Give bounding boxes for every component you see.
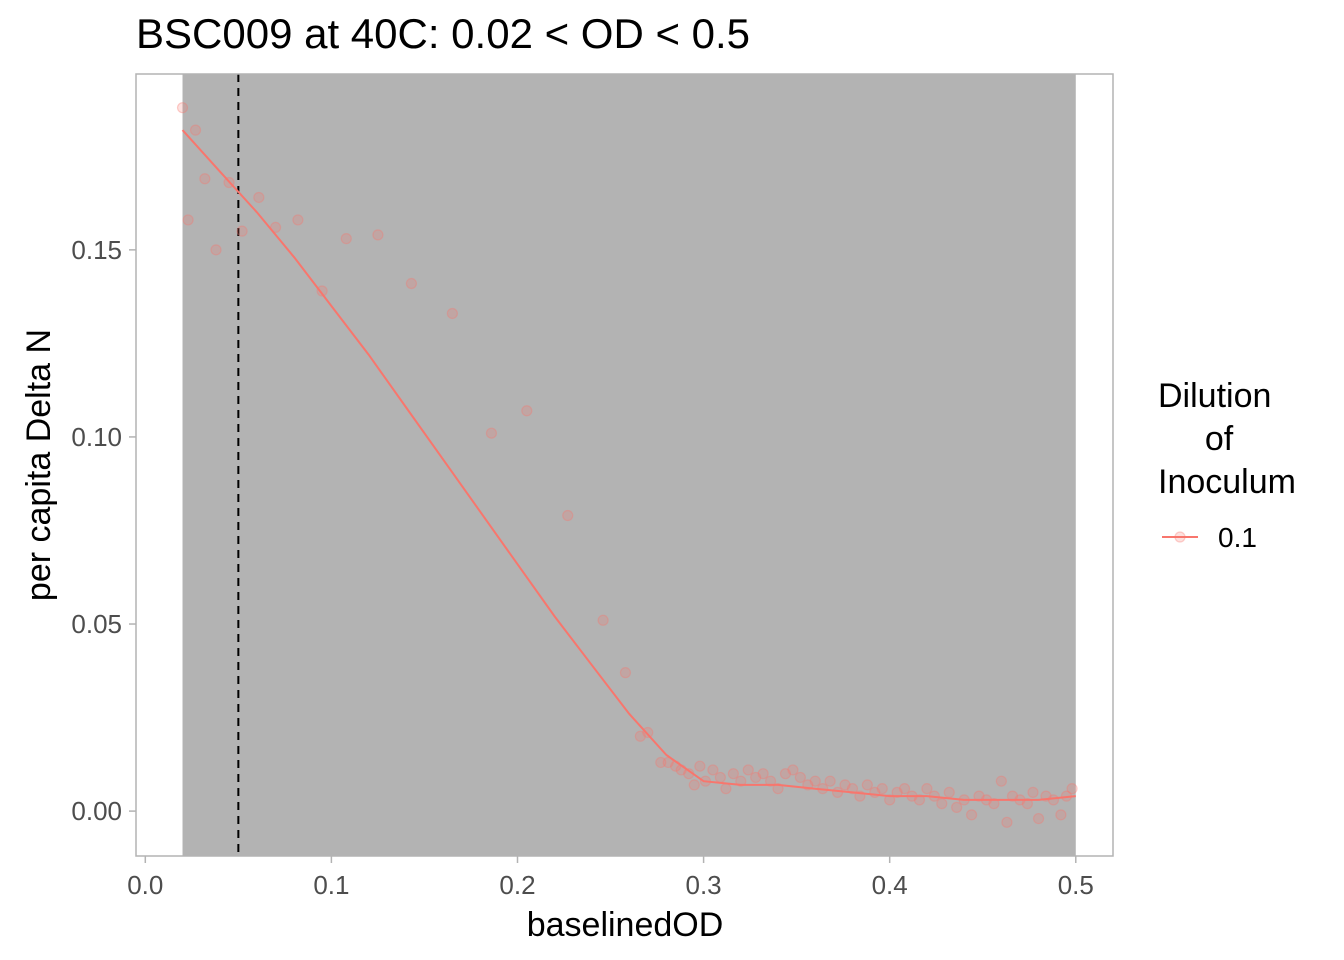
x-axis-title: baselinedOD	[527, 906, 724, 944]
data-point	[988, 798, 1000, 810]
data-point	[831, 786, 844, 798]
y-axis: 0.00 0.05 0.10 0.15	[71, 235, 136, 826]
y-tick-label: 0.15	[71, 235, 122, 265]
data-point	[446, 307, 458, 320]
shaded-region	[182, 74, 1076, 856]
data-point	[973, 790, 985, 802]
chart-title: BSC009 at 40C: 0.02 < OD < 0.5	[136, 10, 751, 57]
data-point	[634, 730, 646, 742]
data-point	[597, 614, 609, 626]
x-tick-label: 0.1	[313, 870, 349, 900]
data-point	[764, 775, 777, 787]
data-point	[707, 764, 719, 776]
data-point	[340, 233, 352, 245]
y-tick-label: 0.00	[71, 796, 122, 826]
x-tick-label: 0.4	[872, 870, 908, 900]
data-point	[794, 771, 806, 784]
data-point	[176, 102, 189, 114]
data-point	[199, 173, 211, 185]
data-point	[943, 786, 955, 798]
y-tick-label: 0.10	[71, 422, 122, 452]
data-point	[951, 801, 963, 813]
data-point	[714, 771, 726, 784]
data-point	[405, 277, 418, 290]
data-point	[787, 764, 799, 776]
legend-label-0-1: 0.1	[1218, 522, 1257, 553]
panel-border	[135, 73, 1114, 857]
data-point	[253, 191, 265, 204]
data-point	[824, 775, 836, 787]
data-point	[316, 285, 328, 297]
data-point	[779, 768, 792, 780]
data-point	[809, 775, 821, 787]
data-point	[182, 214, 194, 226]
data-point	[876, 783, 888, 795]
data-point	[1006, 790, 1019, 802]
data-point	[521, 405, 533, 417]
x-tick-label: 0.5	[1058, 870, 1094, 900]
data-point	[1047, 794, 1060, 806]
data-point	[1066, 783, 1078, 795]
data-point	[884, 794, 896, 806]
data-point	[1027, 786, 1039, 798]
legend: Dilution of Inoculum 0.1	[1158, 377, 1296, 553]
data-point	[742, 764, 754, 776]
data-point	[210, 244, 222, 256]
data-point	[372, 229, 384, 241]
data-point	[1001, 816, 1013, 828]
data-point	[727, 768, 739, 780]
legend-title-line-1: Dilution	[1158, 377, 1271, 415]
legend-key-0-1	[1162, 531, 1198, 543]
data-point	[189, 124, 202, 136]
data-point	[485, 427, 498, 439]
data-point	[750, 771, 762, 784]
data-point	[562, 509, 574, 522]
x-axis: 0.0 0.1 0.2 0.3 0.4 0.5	[127, 856, 1094, 900]
data-point	[1055, 809, 1067, 821]
data-point	[861, 779, 873, 791]
data-point	[655, 756, 667, 769]
data-point	[757, 768, 769, 780]
data-point	[913, 794, 926, 806]
x-tick-label: 0.2	[499, 870, 535, 900]
data-point	[839, 779, 851, 791]
legend-key-point	[1174, 531, 1186, 543]
plot-panel	[135, 73, 1114, 857]
data-point	[898, 783, 911, 795]
data-point	[921, 783, 933, 795]
x-tick-label: 0.3	[686, 870, 722, 900]
data-point	[236, 225, 248, 237]
data-point	[1032, 812, 1045, 825]
data-point	[1021, 798, 1033, 810]
data-point	[292, 214, 304, 226]
series-smooth-line	[181, 129, 1076, 801]
data-point	[619, 667, 632, 679]
data-point	[688, 779, 700, 791]
data-point	[720, 783, 732, 795]
y-tick-label: 0.05	[71, 609, 122, 639]
legend-title-line-3: Inoculum	[1158, 463, 1296, 501]
data-point	[995, 775, 1007, 787]
data-point	[965, 809, 978, 821]
data-point	[891, 786, 903, 798]
data-point	[694, 760, 706, 772]
legend-title-line-2: of	[1205, 420, 1234, 458]
y-axis-title: per capita Delta N	[20, 329, 58, 601]
x-tick-label: 0.0	[127, 870, 163, 900]
data-point	[642, 726, 654, 739]
data-point	[936, 798, 948, 810]
